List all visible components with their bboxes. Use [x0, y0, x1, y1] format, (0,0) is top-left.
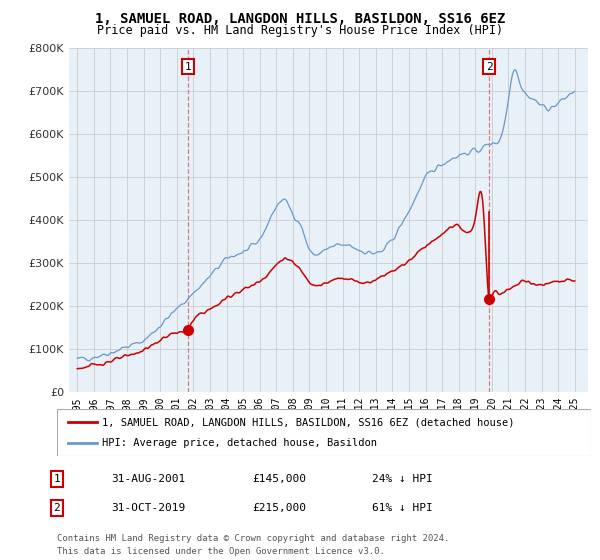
Text: 1, SAMUEL ROAD, LANGDON HILLS, BASILDON, SS16 6EZ (detached house): 1, SAMUEL ROAD, LANGDON HILLS, BASILDON,…: [103, 417, 515, 427]
Text: 1: 1: [185, 62, 191, 72]
Text: £215,000: £215,000: [252, 503, 306, 513]
Text: 24% ↓ HPI: 24% ↓ HPI: [372, 474, 433, 484]
Text: 2: 2: [53, 503, 61, 513]
Text: £145,000: £145,000: [252, 474, 306, 484]
Text: 1: 1: [53, 474, 61, 484]
Text: 31-AUG-2001: 31-AUG-2001: [111, 474, 185, 484]
Text: 2: 2: [485, 62, 493, 72]
Text: This data is licensed under the Open Government Licence v3.0.: This data is licensed under the Open Gov…: [57, 547, 385, 556]
Text: 61% ↓ HPI: 61% ↓ HPI: [372, 503, 433, 513]
Text: 1, SAMUEL ROAD, LANGDON HILLS, BASILDON, SS16 6EZ: 1, SAMUEL ROAD, LANGDON HILLS, BASILDON,…: [95, 12, 505, 26]
FancyBboxPatch shape: [57, 409, 591, 456]
Text: 31-OCT-2019: 31-OCT-2019: [111, 503, 185, 513]
Text: Price paid vs. HM Land Registry's House Price Index (HPI): Price paid vs. HM Land Registry's House …: [97, 24, 503, 37]
Text: HPI: Average price, detached house, Basildon: HPI: Average price, detached house, Basi…: [103, 438, 377, 448]
Text: Contains HM Land Registry data © Crown copyright and database right 2024.: Contains HM Land Registry data © Crown c…: [57, 534, 449, 543]
